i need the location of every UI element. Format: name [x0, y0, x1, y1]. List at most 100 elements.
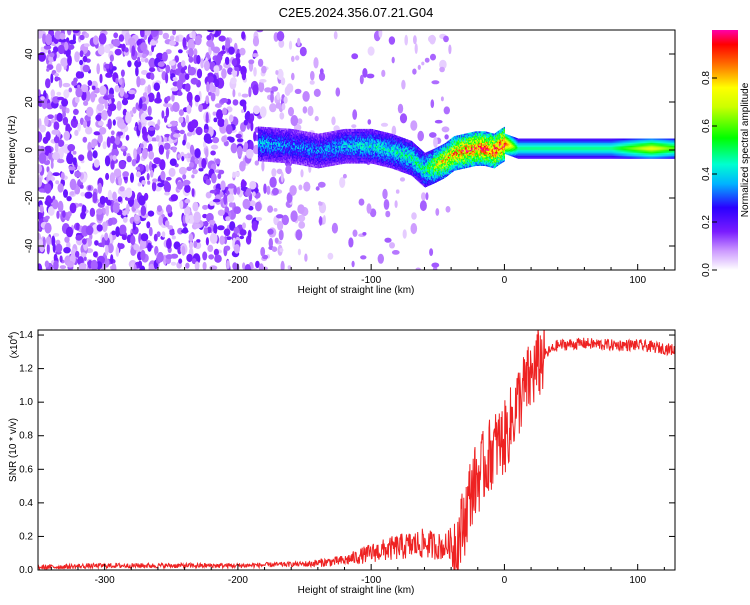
- noise-cell: [47, 114, 54, 119]
- noise-cell: [52, 172, 61, 177]
- noise-cell: [260, 246, 266, 257]
- signal-cell: [259, 148, 262, 150]
- signal-cell: [273, 132, 276, 134]
- signal-cell: [282, 157, 285, 159]
- signal-cell: [261, 146, 264, 149]
- signal-cell: [287, 150, 290, 152]
- noise-cell: [44, 260, 50, 268]
- noise-cell: [205, 95, 210, 105]
- noise-cell: [178, 166, 187, 175]
- signal-cell: [263, 138, 266, 140]
- signal-cell: [283, 155, 286, 158]
- signal-cell: [276, 146, 279, 149]
- noise-cell: [271, 246, 278, 252]
- noise-cell: [415, 267, 421, 270]
- signal-cell: [290, 140, 293, 142]
- signal-cell: [262, 158, 265, 161]
- noise-cell: [339, 177, 346, 188]
- noise-cell: [156, 205, 163, 212]
- signal-cell: [287, 133, 290, 135]
- noise-cell: [53, 233, 60, 237]
- noise-cell: [351, 53, 359, 60]
- signal-cell: [291, 153, 294, 156]
- noise-cell: [147, 210, 155, 217]
- noise-cell: [202, 251, 208, 261]
- signal-cell: [264, 142, 267, 145]
- signal-cell: [291, 136, 294, 138]
- signal-cell: [257, 146, 260, 149]
- noise-cell: [378, 30, 383, 38]
- signal-cell: [259, 146, 262, 149]
- noise-cell: [62, 111, 66, 118]
- signal-cell: [258, 148, 261, 150]
- noise-cell: [366, 73, 375, 79]
- noise-cell: [91, 85, 96, 91]
- signal-cell: [261, 148, 264, 150]
- signal-cell: [272, 129, 275, 131]
- signal-cell: [259, 149, 262, 152]
- noise-cell: [299, 46, 307, 57]
- signal-cell: [263, 155, 266, 158]
- signal-cell: [262, 136, 265, 139]
- noise-cell: [352, 229, 358, 237]
- signal-cell: [257, 136, 260, 139]
- noise-cell: [210, 144, 219, 150]
- noise-cell: [439, 59, 447, 70]
- noise-cell: [319, 68, 324, 75]
- signal-cell: [267, 151, 270, 154]
- signal-cell: [258, 132, 261, 134]
- signal-cell: [286, 151, 289, 154]
- signal-cell: [261, 132, 264, 135]
- signal-cell: [286, 144, 289, 146]
- signal-cell: [257, 130, 260, 133]
- signal-cell: [258, 133, 261, 136]
- signal-cell: [283, 139, 286, 142]
- signal-cell: [288, 148, 291, 151]
- signal-cell: [291, 154, 294, 157]
- signal-cell: [275, 130, 278, 133]
- signal-cell: [269, 131, 272, 134]
- signal-cell: [275, 143, 278, 146]
- noise-cell: [389, 242, 395, 249]
- noise-cell: [155, 187, 161, 192]
- noise-cell: [213, 117, 218, 123]
- signal-cell: [289, 160, 292, 163]
- noise-cell: [56, 91, 62, 96]
- noise-cell: [402, 229, 407, 239]
- signal-cell: [283, 154, 286, 156]
- noise-cell: [80, 252, 87, 258]
- noise-cell: [221, 68, 227, 79]
- noise-cell: [247, 229, 252, 240]
- noise-cell: [172, 76, 178, 81]
- signal-cell: [273, 133, 276, 135]
- signal-cell: [266, 138, 269, 141]
- signal-cell: [280, 159, 283, 162]
- noise-cell: [59, 33, 66, 40]
- signal-cell: [281, 132, 284, 135]
- noise-cell: [383, 199, 390, 210]
- signal-cell: [277, 161, 280, 163]
- noise-cell: [153, 82, 160, 91]
- noise-cell: [53, 136, 60, 144]
- signal-cell: [288, 160, 291, 162]
- noise-cell: [105, 206, 110, 217]
- noise-cell: [101, 221, 108, 233]
- noise-cell: [186, 142, 191, 150]
- noise-cell: [163, 115, 168, 123]
- noise-cell: [66, 37, 70, 43]
- signal-cell: [288, 138, 291, 141]
- noise-cell: [59, 38, 67, 43]
- signal-cell: [257, 151, 260, 153]
- noise-cell: [109, 61, 113, 70]
- noise-cell: [239, 47, 246, 56]
- noise-cell: [117, 196, 123, 203]
- noise-cell: [252, 191, 256, 197]
- signal-cell: [273, 144, 276, 147]
- noise-cell: [215, 54, 222, 66]
- signal-cell: [259, 143, 262, 146]
- noise-cell: [165, 49, 172, 55]
- noise-cell: [178, 109, 184, 116]
- noise-cell: [228, 202, 234, 208]
- signal-cell: [278, 132, 281, 134]
- signal-cell: [260, 138, 263, 140]
